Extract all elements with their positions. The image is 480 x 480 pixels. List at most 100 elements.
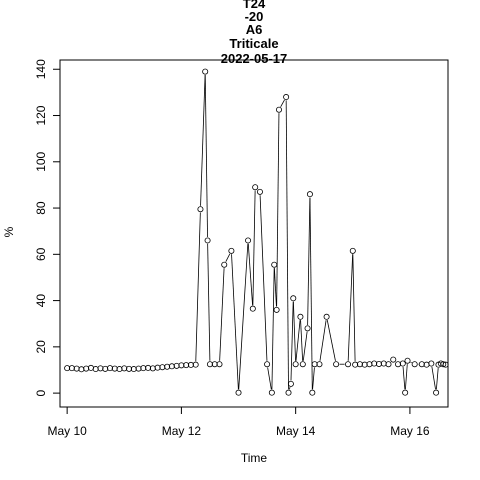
series-segment [271,268,275,390]
data-point [345,361,352,368]
x-tick-label: May 14 [276,424,316,438]
data-point [121,365,128,372]
data-point [228,247,235,254]
data-point [287,380,294,387]
data-point [375,360,382,367]
data-point [97,365,104,372]
data-point [390,356,397,363]
series-segment [274,268,277,307]
data-point [395,361,402,368]
data-point [145,364,152,371]
title-line: 2022-05-17 [221,51,288,66]
series-segment [219,268,225,361]
series-segment [225,253,231,262]
y-tick-label: 120 [34,105,48,125]
data-point [83,365,90,372]
data-point [385,361,392,368]
data-point [292,361,299,368]
data-point [92,366,99,373]
series-segment [285,100,289,390]
data-point [245,237,252,244]
data-point [433,389,440,396]
series-segment [207,243,211,361]
data-point [442,361,449,368]
series-segment [280,99,285,107]
data-point [371,360,378,367]
y-tick-label: 100 [34,151,48,171]
data-point [154,364,161,371]
data-point [178,362,185,369]
series-segment [435,368,439,390]
data-point [140,365,147,372]
series-segment [267,367,272,390]
data-point [349,247,356,254]
series-segment [309,197,313,390]
data-point [87,364,94,371]
data-point [187,361,194,368]
data-point [252,184,259,191]
data-point [68,365,75,372]
data-point [271,261,278,268]
data-point [311,361,318,368]
data-point [356,361,363,368]
data-point [221,261,228,268]
series-segment [302,331,308,361]
data-point [273,306,280,313]
series-segment [319,320,327,361]
series-segment [238,243,249,390]
data-point [173,362,180,369]
series-segment [307,197,311,325]
series-segment [252,190,256,306]
title-line: A6 [246,22,263,37]
series-segment [247,243,253,306]
data-point [316,361,323,368]
y-tick-label: 20 [34,340,48,354]
x-tick-label: May 10 [47,424,87,438]
title-line: Triticale [229,36,278,51]
data-point [304,325,311,332]
data-point [159,364,166,371]
data-point [309,389,316,396]
y-axis-label: % [2,226,16,237]
data-point [249,305,256,312]
series-segment [347,254,354,361]
data-point [268,389,275,396]
series-segment [326,320,336,361]
series-segment [300,320,304,361]
data-point [306,191,313,198]
data-point [285,389,292,396]
series-segment [292,301,296,361]
data-point [297,313,304,320]
y-tick-label: 0 [34,389,48,396]
data-point [64,365,71,372]
data-point [256,188,263,195]
title-line: -20 [245,9,264,24]
series-segment [204,74,208,238]
x-axis-label: Time [241,451,268,465]
data-point [428,360,435,367]
series-segment [402,366,406,390]
data-point [206,361,213,368]
series-segment [312,367,315,390]
data-point [323,313,330,320]
data-point [361,361,368,368]
data-point [404,357,411,364]
y-axis: 0 20 40 60 80 100 120 140 [34,59,61,396]
y-tick-label: 140 [34,59,48,79]
data-point [235,389,242,396]
data-point [440,361,447,368]
title-line: T24 [243,0,266,11]
data-point [202,68,209,75]
series-segment [195,212,201,362]
data-point [204,237,211,244]
series-segment [431,366,436,390]
series-lines [195,74,439,390]
data-point [197,206,204,213]
y-tick-label: 40 [34,294,48,308]
data-point [283,94,290,101]
data-point [333,361,340,368]
data-point [411,361,418,368]
data-point [211,361,218,368]
series-segment [295,320,301,361]
